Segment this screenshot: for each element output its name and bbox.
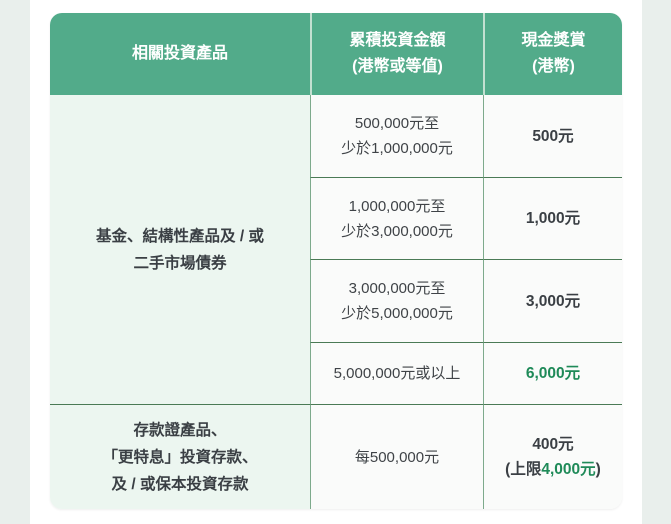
product-cell-deposits: 存款證產品、 「更特息」投資存款、 及 / 或保本投資存款: [50, 404, 310, 509]
reward-cap-suffix: ): [595, 461, 601, 478]
reward-tier4-value: 6,000元: [525, 365, 581, 382]
header-amount-column: 累積投資金額 (港幣或等值): [310, 13, 483, 95]
header-reward-line2: (港幣): [532, 58, 575, 75]
product-funds-line2: 二手市場債券: [133, 254, 227, 272]
reward-deposits-cap: (上限4,000元): [505, 457, 601, 482]
amount-tier3-line1: 3,000,000元至: [348, 280, 446, 297]
product-cell-funds: 基金、結構性產品及 / 或 二手市場債券: [50, 95, 310, 404]
header-reward-line1: 現金獎賞: [521, 32, 586, 49]
reward-tier2-value: 1,000元: [525, 210, 581, 227]
reward-tier4: 6,000元: [483, 342, 622, 404]
reward-tier1: 500元: [483, 95, 622, 177]
product-deposits-line2: 「更特息」投資存款、: [102, 448, 258, 466]
header-product-label: 相關投資產品: [131, 45, 228, 62]
reward-cap-prefix: (上限: [505, 461, 542, 478]
amount-deposits-value: 每500,000元: [354, 448, 440, 466]
content-card: 相關投資產品 累積投資金額 (港幣或等值) 現金獎賞 (港幣) 基金、結構性產品…: [30, 0, 642, 524]
reward-tier2: 1,000元: [483, 177, 622, 259]
amount-tier1-line1: 500,000元至: [354, 115, 440, 132]
product-deposits-line1: 存款證產品、: [133, 421, 227, 439]
amount-tier2-line2: 少於3,000,000元: [341, 222, 453, 240]
reward-cap-value: 4,000元: [541, 461, 596, 478]
amount-tier4-line1: 5,000,000元或以上: [333, 365, 461, 382]
amount-tier2-line1: 1,000,000元至: [348, 197, 446, 215]
amount-tier1: 500,000元至 少於1,000,000元: [310, 95, 483, 177]
amount-deposits: 每500,000元: [310, 404, 483, 509]
header-amount-line1: 累積投資金額: [349, 32, 446, 49]
reward-deposits-line1: 400元: [532, 436, 574, 453]
header-reward-column: 現金獎賞 (港幣): [483, 13, 622, 95]
product-deposits-line3: 及 / 或保本投資存款: [111, 475, 249, 493]
reward-tier3-value: 3,000元: [525, 292, 581, 310]
reward-deposits: 400元 (上限4,000元): [483, 404, 622, 509]
header-product-column: 相關投資產品: [50, 13, 310, 95]
amount-tier4: 5,000,000元或以上: [310, 342, 483, 404]
amount-tier1-line2: 少於1,000,000元: [341, 140, 453, 157]
product-funds-line1: 基金、結構性產品及 / 或: [96, 227, 264, 245]
amount-tier2: 1,000,000元至 少於3,000,000元: [310, 177, 483, 259]
header-amount-line2: (港幣或等值): [352, 58, 443, 75]
reward-tier3: 3,000元: [483, 259, 622, 342]
investment-reward-table: 相關投資產品 累積投資金額 (港幣或等值) 現金獎賞 (港幣) 基金、結構性產品…: [50, 13, 622, 509]
reward-tier1-value: 500元: [532, 127, 574, 145]
amount-tier3-line2: 少於5,000,000元: [341, 305, 453, 322]
amount-tier3: 3,000,000元至 少於5,000,000元: [310, 259, 483, 342]
